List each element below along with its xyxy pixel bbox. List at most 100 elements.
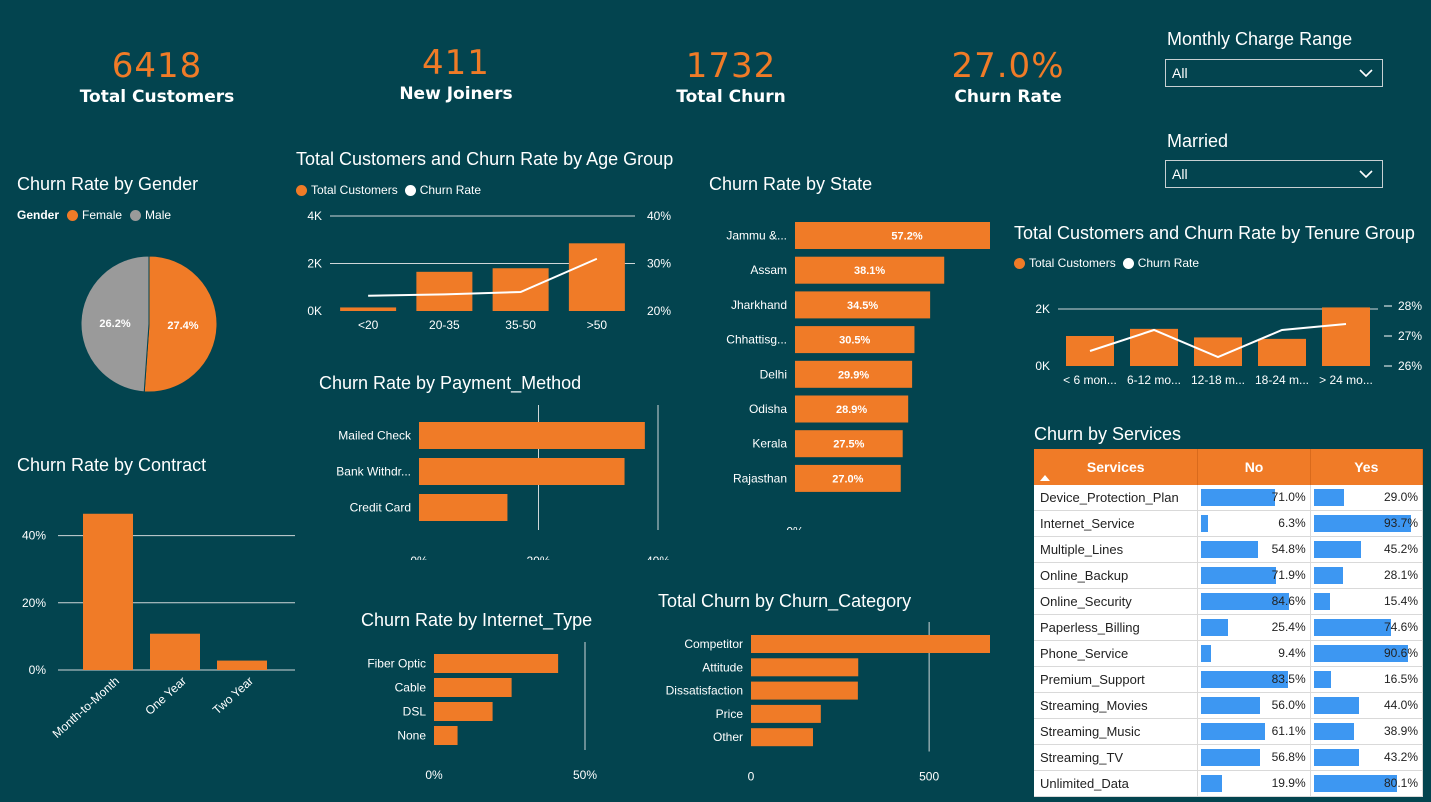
- bar-data-label: 28.9%: [836, 404, 867, 416]
- x-tick-label: < 6 mon...: [1063, 373, 1117, 387]
- bar: [419, 494, 508, 521]
- dropdown-value: All: [1172, 65, 1188, 81]
- service-name: Streaming_Music: [1034, 718, 1199, 745]
- service-no-cell: 19.9%: [1197, 770, 1311, 797]
- table-row: Paperless_Billing 25.4% 74.6%: [1034, 614, 1424, 641]
- y-tick-label: 4K: [307, 209, 322, 223]
- service-yes-bar: [1313, 749, 1359, 766]
- service-no-value: 83.5%: [1271, 672, 1306, 686]
- column-header-yes[interactable]: Yes: [1310, 449, 1424, 485]
- x-tick-label: Month-to-Month: [50, 674, 122, 741]
- age-combo-chart: 0K 2K 4K 20% 30% 40% <20 20-35 35-50 >50: [307, 209, 671, 332]
- service-name: Premium_Support: [1034, 666, 1199, 693]
- bar-data-label: 27.0%: [832, 473, 863, 485]
- service-no-value: 9.4%: [1278, 646, 1306, 660]
- married-dropdown[interactable]: All: [1165, 160, 1383, 188]
- x-tick-label: Two Year: [210, 674, 256, 717]
- service-no-value: 25.4%: [1271, 620, 1306, 634]
- service-yes-cell: 43.2%: [1310, 744, 1424, 771]
- header-label: Services: [1086, 459, 1145, 475]
- service-yes-value: 28.1%: [1383, 568, 1418, 582]
- service-yes-cell: 15.4%: [1310, 588, 1424, 615]
- x-tick-label: 12-18 m...: [1191, 373, 1245, 387]
- service-no-cell: 25.4%: [1197, 614, 1311, 641]
- age-chart-title: Total Customers and Churn Rate by Age Gr…: [296, 149, 674, 169]
- service-yes-value: 38.9%: [1383, 724, 1418, 738]
- pie-slice-female: [143, 255, 218, 393]
- service-no-bar: [1201, 541, 1259, 558]
- x-tick-label: > 24 mo...: [1319, 373, 1373, 387]
- kpi-value: 6418: [111, 46, 203, 86]
- service-name: Online_Backup: [1034, 562, 1199, 589]
- services-table-title: Churn by Services: [1034, 424, 1182, 444]
- kpi-label: Churn Rate: [954, 87, 1062, 107]
- y-tick-label: Mailed Check: [338, 429, 412, 443]
- service-yes-value: 74.6%: [1383, 620, 1418, 634]
- service-no-cell: 56.0%: [1197, 692, 1311, 719]
- bar-data-label: 29.9%: [838, 369, 869, 381]
- legend-item: Total Customers: [1029, 256, 1116, 270]
- bar: [568, 243, 625, 311]
- service-no-cell: 71.9%: [1197, 562, 1311, 589]
- service-no-cell: 54.8%: [1197, 536, 1311, 563]
- service-yes-cell: 80.1%: [1310, 770, 1424, 797]
- y-tick-label: None: [397, 729, 426, 743]
- tenure-chart-title: Total Customers and Churn Rate by Tenure…: [1014, 223, 1415, 243]
- service-no-cell: 84.6%: [1197, 588, 1311, 615]
- table-row: Online_Backup 71.9% 28.1%: [1034, 562, 1424, 589]
- y-tick-label: 40%: [22, 529, 46, 543]
- service-no-cell: 83.5%: [1197, 666, 1311, 693]
- service-yes-cell: 28.1%: [1310, 562, 1424, 589]
- bar-data-label: 57.2%: [891, 231, 922, 243]
- y-tick-label: 0%: [29, 663, 47, 677]
- bar: [1258, 338, 1306, 366]
- service-yes-cell: 44.0%: [1310, 692, 1424, 719]
- service-yes-value: 16.5%: [1383, 672, 1418, 686]
- service-no-bar: [1201, 489, 1276, 506]
- service-name: Internet_Service: [1034, 510, 1199, 537]
- x-tick-label: 0%: [425, 768, 443, 782]
- internet-chart-title: Churn Rate by Internet_Type: [361, 610, 593, 630]
- legend-dot: [130, 209, 142, 221]
- y-tick-label: Credit Card: [350, 501, 411, 515]
- service-yes-cell: 93.7%: [1310, 510, 1424, 537]
- table-row: Online_Security 84.6% 15.4%: [1034, 588, 1424, 615]
- payment-bar-chart: 0% 20% 40% Mailed Check Bank Withdr... Credit…: [336, 405, 670, 560]
- y-tick-label: Fiber Optic: [367, 657, 426, 671]
- x-tick-label: 0%: [410, 554, 428, 560]
- service-yes-value: 90.6%: [1383, 646, 1418, 660]
- service-yes-value: 93.7%: [1383, 516, 1418, 530]
- service-yes-value: 45.2%: [1383, 542, 1418, 556]
- service-no-bar: [1201, 749, 1261, 766]
- service-no-value: 56.8%: [1271, 750, 1306, 764]
- service-no-bar: [1201, 619, 1228, 636]
- service-yes-bar: [1313, 489, 1344, 506]
- bar: [434, 678, 512, 697]
- bar: [795, 464, 901, 492]
- table-row: Premium_Support 83.5% 16.5%: [1034, 666, 1424, 693]
- bar: [795, 326, 915, 354]
- bar: [83, 513, 133, 670]
- column-header-no[interactable]: No: [1197, 449, 1311, 485]
- service-no-value: 19.9%: [1271, 776, 1306, 790]
- monthly-charge-dropdown[interactable]: All: [1165, 59, 1383, 87]
- legend-title: Gender: [17, 208, 60, 222]
- y-tick-label: 2K: [307, 257, 322, 271]
- service-no-bar: [1201, 515, 1208, 532]
- bar: [217, 660, 267, 670]
- column-header-services[interactable]: Services: [1034, 449, 1199, 485]
- service-yes-cell: 29.0%: [1310, 485, 1424, 511]
- bar: [434, 726, 458, 745]
- y2-tick-label: 30%: [647, 257, 671, 271]
- y-tick-label: Assam: [750, 263, 787, 277]
- y-tick-label: Dissatisfaction: [666, 684, 743, 698]
- y2-tick-label: 20%: [647, 304, 671, 318]
- service-no-bar: [1201, 593, 1290, 610]
- service-name: Streaming_Movies: [1034, 692, 1199, 719]
- x-tick-label: 50%: [573, 768, 597, 782]
- y-tick-label: Delhi: [760, 367, 787, 381]
- service-yes-value: 44.0%: [1383, 698, 1418, 712]
- legend-dot: [1014, 257, 1025, 269]
- service-yes-bar: [1313, 619, 1392, 636]
- service-no-bar: [1201, 775, 1223, 792]
